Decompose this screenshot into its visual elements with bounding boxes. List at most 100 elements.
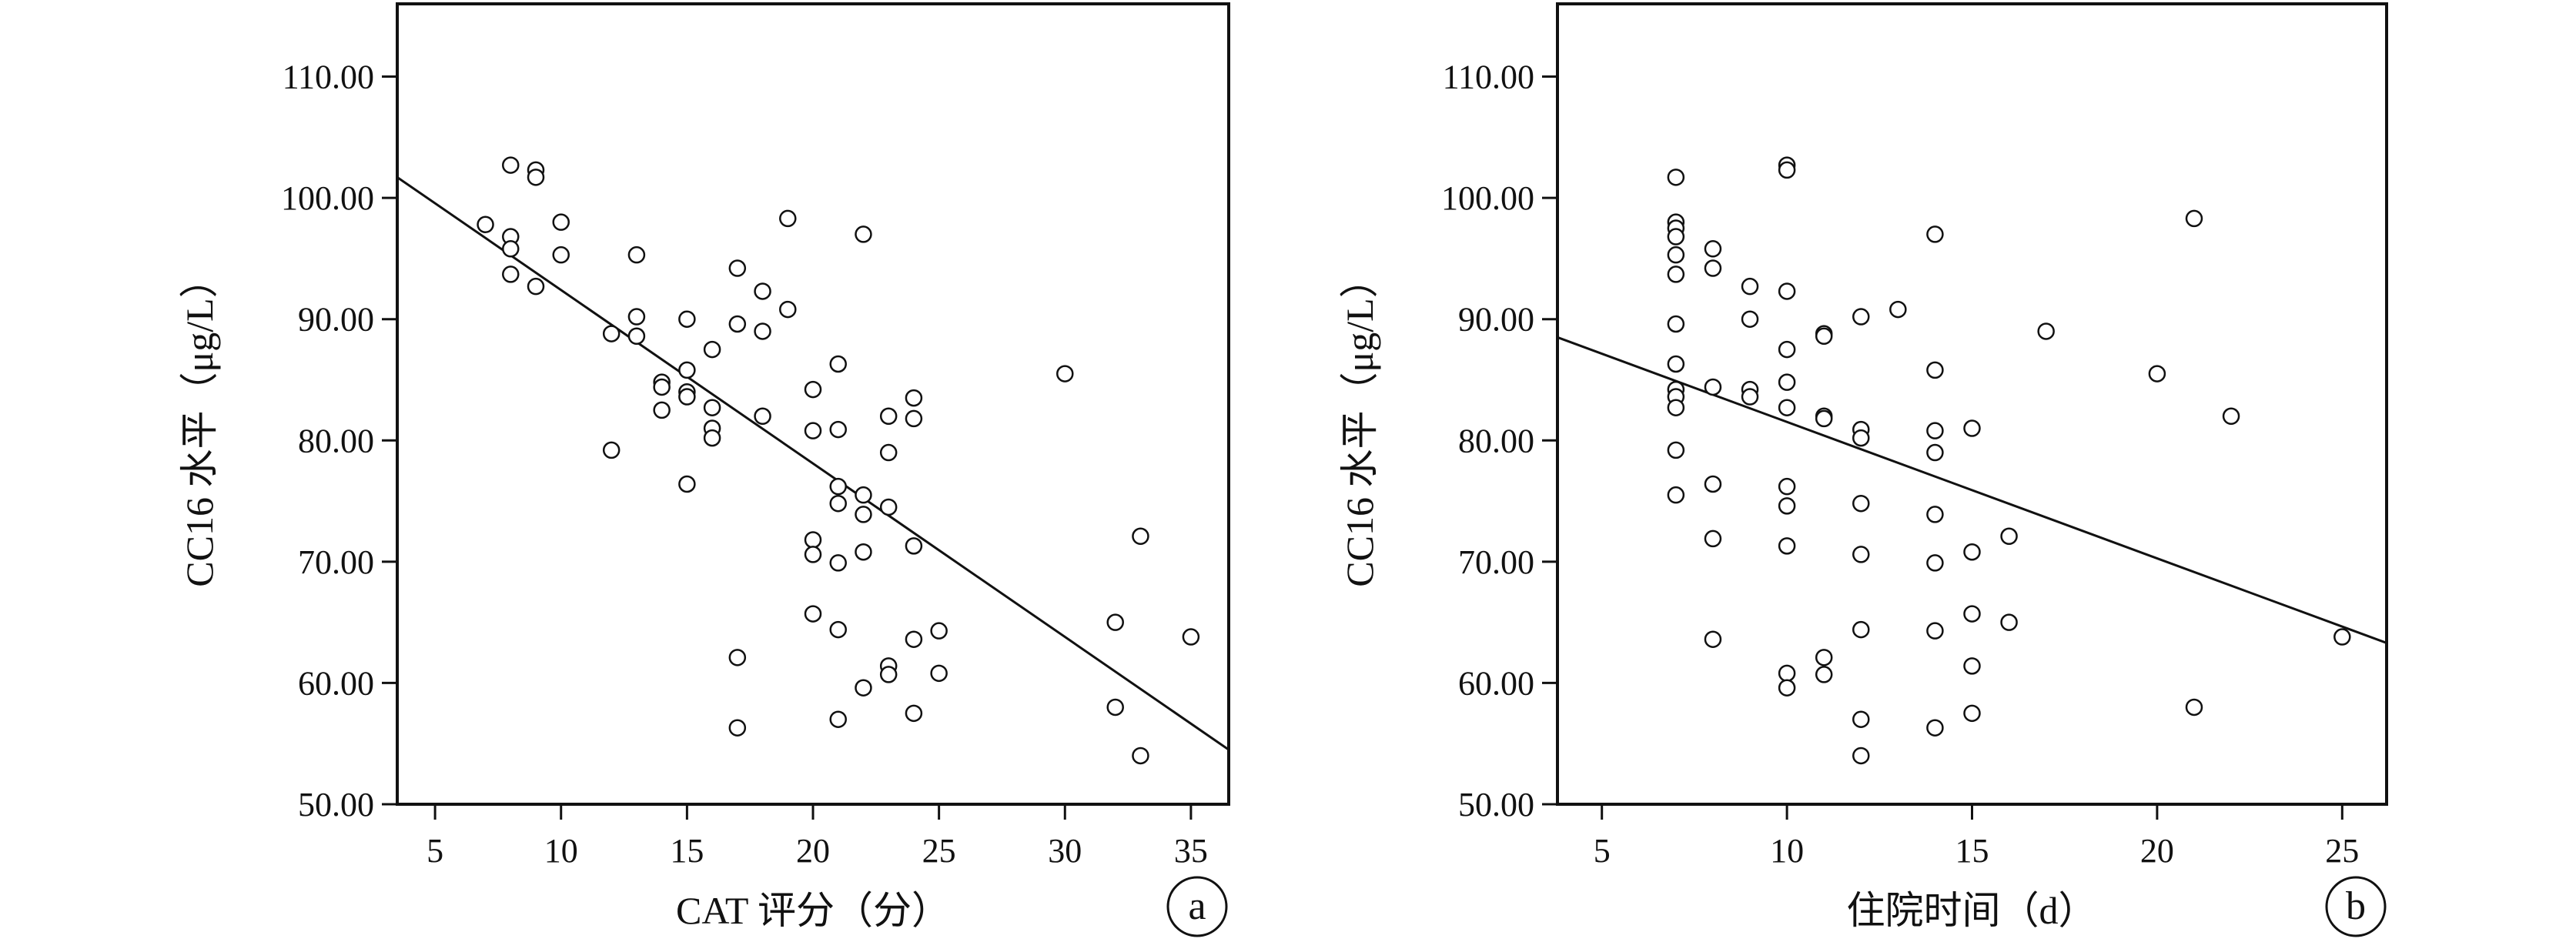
data-point xyxy=(1106,698,1124,717)
data-point xyxy=(905,409,923,428)
data-point xyxy=(1704,259,1722,277)
data-point xyxy=(602,325,621,342)
data-point xyxy=(1667,399,1685,416)
data-point xyxy=(804,380,822,399)
data-point xyxy=(1963,543,1981,561)
data-point xyxy=(602,441,621,459)
panel-letter: b xyxy=(2346,884,2366,928)
data-point xyxy=(1778,399,1796,416)
data-point xyxy=(1667,486,1685,504)
data-point xyxy=(1778,664,1796,683)
data-point xyxy=(1926,506,1944,523)
data-point xyxy=(1704,378,1722,396)
data-point xyxy=(728,259,747,277)
x-tick-label: 10 xyxy=(544,832,578,870)
y-tick-label: 100.00 xyxy=(1441,179,1534,217)
data-point xyxy=(2148,365,2166,382)
data-point xyxy=(2185,698,2203,717)
y-tick-label: 80.00 xyxy=(298,422,374,459)
x-tick-label: 20 xyxy=(2140,832,2174,870)
x-tick-label: 35 xyxy=(1174,832,1208,870)
data-point xyxy=(905,537,923,555)
data-point xyxy=(804,531,822,549)
y-tick-label: 90.00 xyxy=(298,301,374,339)
data-point xyxy=(1889,300,1907,319)
data-point xyxy=(855,486,872,504)
data-point xyxy=(1667,355,1685,373)
data-point xyxy=(1667,228,1685,246)
data-point xyxy=(1852,429,1870,447)
x-tick-label: 20 xyxy=(796,832,830,870)
y-tick-label: 60.00 xyxy=(298,664,374,702)
x-axis-title: 住院时间（d） xyxy=(1847,889,2097,932)
data-point xyxy=(829,710,847,728)
data-point xyxy=(879,407,898,426)
y-axis-title: CC16 水平（μg/L） xyxy=(178,259,221,586)
data-point xyxy=(1778,340,1796,359)
data-point xyxy=(905,630,923,648)
panel-b-scatter-chart: 50.00 60.00 70.00 80.00 90.00 100.00 110.00 5 10… xyxy=(1338,2,2388,937)
data-point xyxy=(2333,628,2351,646)
data-point xyxy=(1778,282,1796,300)
data-point xyxy=(1963,657,1981,675)
regression-line xyxy=(396,176,1229,751)
data-point xyxy=(477,215,494,234)
panel-letter-circle xyxy=(2325,876,2387,937)
data-point xyxy=(779,209,797,228)
data-point xyxy=(552,246,570,264)
y-tick-label: 110.00 xyxy=(283,58,374,96)
data-point xyxy=(1778,373,1796,391)
data-point xyxy=(879,443,898,462)
data-point xyxy=(1926,443,1944,462)
data-point xyxy=(728,719,747,737)
data-point xyxy=(804,546,822,563)
data-point xyxy=(1778,497,1796,515)
data-point xyxy=(754,407,771,426)
data-point xyxy=(678,310,696,328)
data-point xyxy=(1182,628,1200,646)
data-point xyxy=(804,605,822,623)
data-point xyxy=(1852,308,1870,326)
data-point xyxy=(1852,747,1870,765)
y-tick-label: 70.00 xyxy=(298,543,374,581)
data-point xyxy=(1704,630,1722,648)
data-point xyxy=(1056,365,1074,382)
data-point xyxy=(1926,361,1944,379)
data-point xyxy=(1815,649,1833,666)
data-point xyxy=(1963,419,1981,437)
data-point xyxy=(1815,666,1833,683)
y-tick-label: 100.00 xyxy=(281,179,374,217)
panel-a-scatter-chart: 50.00 60.00 70.00 80.00 90.00 100.00 110.00 5 10… xyxy=(178,2,1230,937)
data-point xyxy=(1926,622,1944,640)
data-point xyxy=(502,240,520,258)
data-point xyxy=(1815,409,1833,428)
data-point xyxy=(829,554,847,572)
data-point xyxy=(1741,310,1759,328)
regression-line xyxy=(1557,336,2387,644)
data-point xyxy=(1963,704,1981,723)
data-point xyxy=(905,389,923,407)
data-point xyxy=(627,327,646,346)
data-point xyxy=(829,494,847,513)
data-point xyxy=(2222,407,2240,426)
x-tick-label: 25 xyxy=(2325,832,2359,870)
y-axis-title: CC16 水平（μg/L） xyxy=(1338,259,1381,586)
data-point xyxy=(1704,475,1722,493)
x-tick-label: 5 xyxy=(1594,832,1611,870)
data-point xyxy=(1667,246,1685,264)
data-point xyxy=(1852,710,1870,728)
data-point xyxy=(1926,225,1944,243)
data-point xyxy=(879,498,898,516)
data-point xyxy=(703,429,721,447)
data-point xyxy=(754,322,771,340)
data-point xyxy=(1778,161,1796,179)
x-tick-label: 25 xyxy=(922,832,956,870)
y-tick-label: 50.00 xyxy=(1458,786,1534,823)
data-point xyxy=(1815,327,1833,346)
data-point xyxy=(879,666,898,683)
data-point xyxy=(829,477,847,496)
data-point xyxy=(502,266,520,283)
data-point xyxy=(552,213,570,231)
data-point xyxy=(1667,169,1685,186)
data-point xyxy=(2037,322,2055,340)
